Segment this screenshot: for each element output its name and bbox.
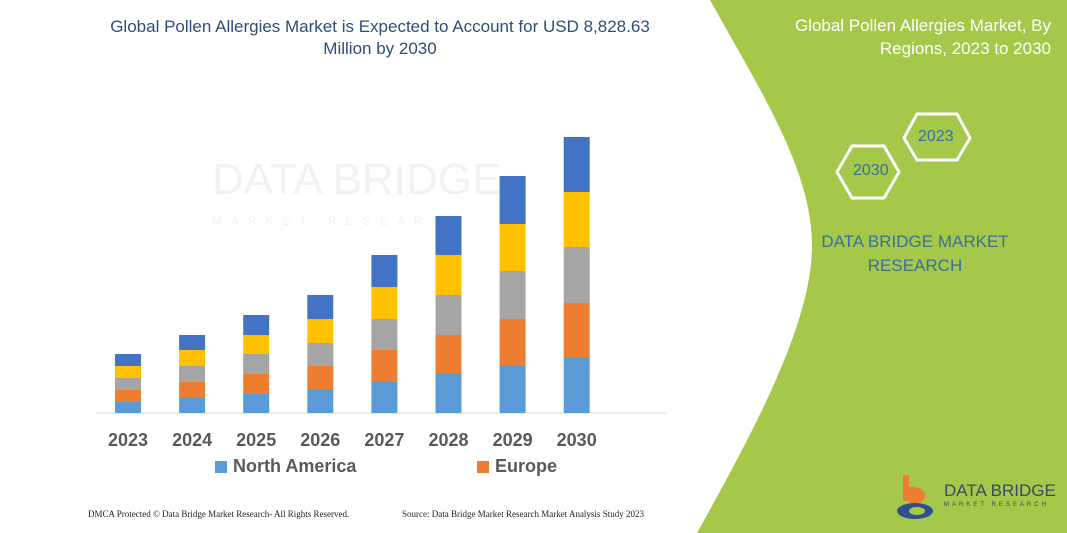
- bar-segment-2027-europe: [371, 350, 398, 382]
- bar-segment-2024-europe: [179, 382, 206, 398]
- watermark-subtext: MARKET RESEARCH: [212, 214, 467, 228]
- bar-segment-2030-north-america: [563, 358, 590, 413]
- hex-label-2030: 2030: [853, 162, 889, 179]
- bar-segment-2024-north-america: [179, 398, 206, 413]
- chart-title: Global Pollen Allergies Market is Expect…: [110, 17, 650, 58]
- hexagon-2030: [835, 144, 901, 200]
- x-tick-label: 2025: [236, 430, 277, 450]
- bar-segment-2030-series-3: [563, 247, 590, 303]
- bar-segment-2029-north-america: [499, 366, 526, 413]
- bar-segment-2029-europe: [499, 319, 526, 366]
- bar-segment-2026-north-america: [307, 390, 334, 413]
- bar-segment-2023-series-3: [115, 378, 141, 390]
- legend-swatch-north-america: [215, 460, 227, 473]
- bar-segment-2030-series-4: [563, 192, 590, 247]
- bar-segment-2028-north-america: [435, 374, 462, 413]
- legend-swatch-europe: [477, 460, 489, 473]
- hex-label-2023: 2023: [918, 128, 954, 145]
- bar-segment-2027-series-3: [371, 319, 398, 350]
- bar-segment-2024-series-5: [179, 335, 206, 350]
- hexagon-2023: [902, 112, 972, 162]
- bar-segment-2028-series-4: [435, 255, 462, 295]
- bar-segment-2025-series-3: [243, 354, 270, 374]
- bar-segment-2030-europe: [563, 303, 590, 358]
- x-tick-label: 2030: [556, 430, 597, 450]
- bar-segment-2026-series-4: [307, 319, 334, 343]
- bar-segment-2027-series-4: [371, 287, 398, 319]
- bar-segment-2023-north-america: [115, 402, 141, 413]
- bar-segment-2029-series-4: [499, 224, 526, 271]
- legend-label: Europe: [495, 456, 558, 476]
- logo-subtext: MARKET RESEARCH: [944, 502, 1049, 508]
- brand-text: DATA BRIDGE MARKET RESEARCH: [821, 232, 1009, 275]
- watermark-text: DATA BRIDGE: [212, 155, 502, 204]
- bar-segment-2025-europe: [243, 374, 270, 394]
- bar-segment-2029-series-3: [499, 271, 526, 319]
- bar-segment-2024-series-4: [179, 350, 206, 366]
- bar-segment-2027-series-5: [371, 255, 398, 287]
- bar-segment-2024-series-3: [179, 366, 206, 382]
- footer-source: Source: Data Bridge Market Research Mark…: [402, 509, 644, 519]
- legend-europe: Europe: [477, 456, 557, 477]
- bar-segment-2025-series-4: [243, 335, 270, 354]
- bar-segment-2023-series-5: [115, 354, 141, 366]
- panel-title: Global Pollen Allergies Market, By Regio…: [794, 16, 1051, 58]
- legend-label: North America: [233, 456, 357, 476]
- bar-segment-2025-series-5: [243, 315, 270, 335]
- footer-copyright: DMCA Protected © Data Bridge Market Rese…: [88, 509, 350, 519]
- x-tick-label: 2028: [428, 430, 469, 450]
- bar-segment-2028-series-5: [435, 216, 462, 255]
- bar-segment-2026-series-3: [307, 343, 334, 366]
- bar-segment-2023-series-4: [115, 366, 141, 378]
- data-bridge-logo-icon: [897, 475, 933, 519]
- legend-north-america: North America: [215, 456, 356, 477]
- x-tick-label: 2024: [172, 430, 213, 450]
- bar-segment-2028-europe: [435, 335, 462, 374]
- bar-segment-2026-series-5: [307, 295, 334, 319]
- x-tick-label: 2026: [300, 430, 341, 450]
- x-tick-label: 2029: [492, 430, 533, 450]
- bar-segment-2026-europe: [307, 366, 334, 390]
- x-tick-label: 2027: [364, 430, 405, 450]
- bar-segment-2027-north-america: [371, 382, 398, 413]
- logo-text: DATA BRIDGE: [944, 481, 1056, 500]
- bar-segment-2025-north-america: [243, 394, 270, 413]
- bar-segment-2030-series-5: [563, 137, 590, 192]
- x-tick-label: 2023: [107, 430, 149, 450]
- bar-segment-2028-series-3: [435, 295, 462, 335]
- bar-segment-2023-europe: [115, 390, 141, 402]
- stacked-bar-chart: [96, 137, 666, 414]
- bar-segment-2029-series-5: [499, 176, 526, 224]
